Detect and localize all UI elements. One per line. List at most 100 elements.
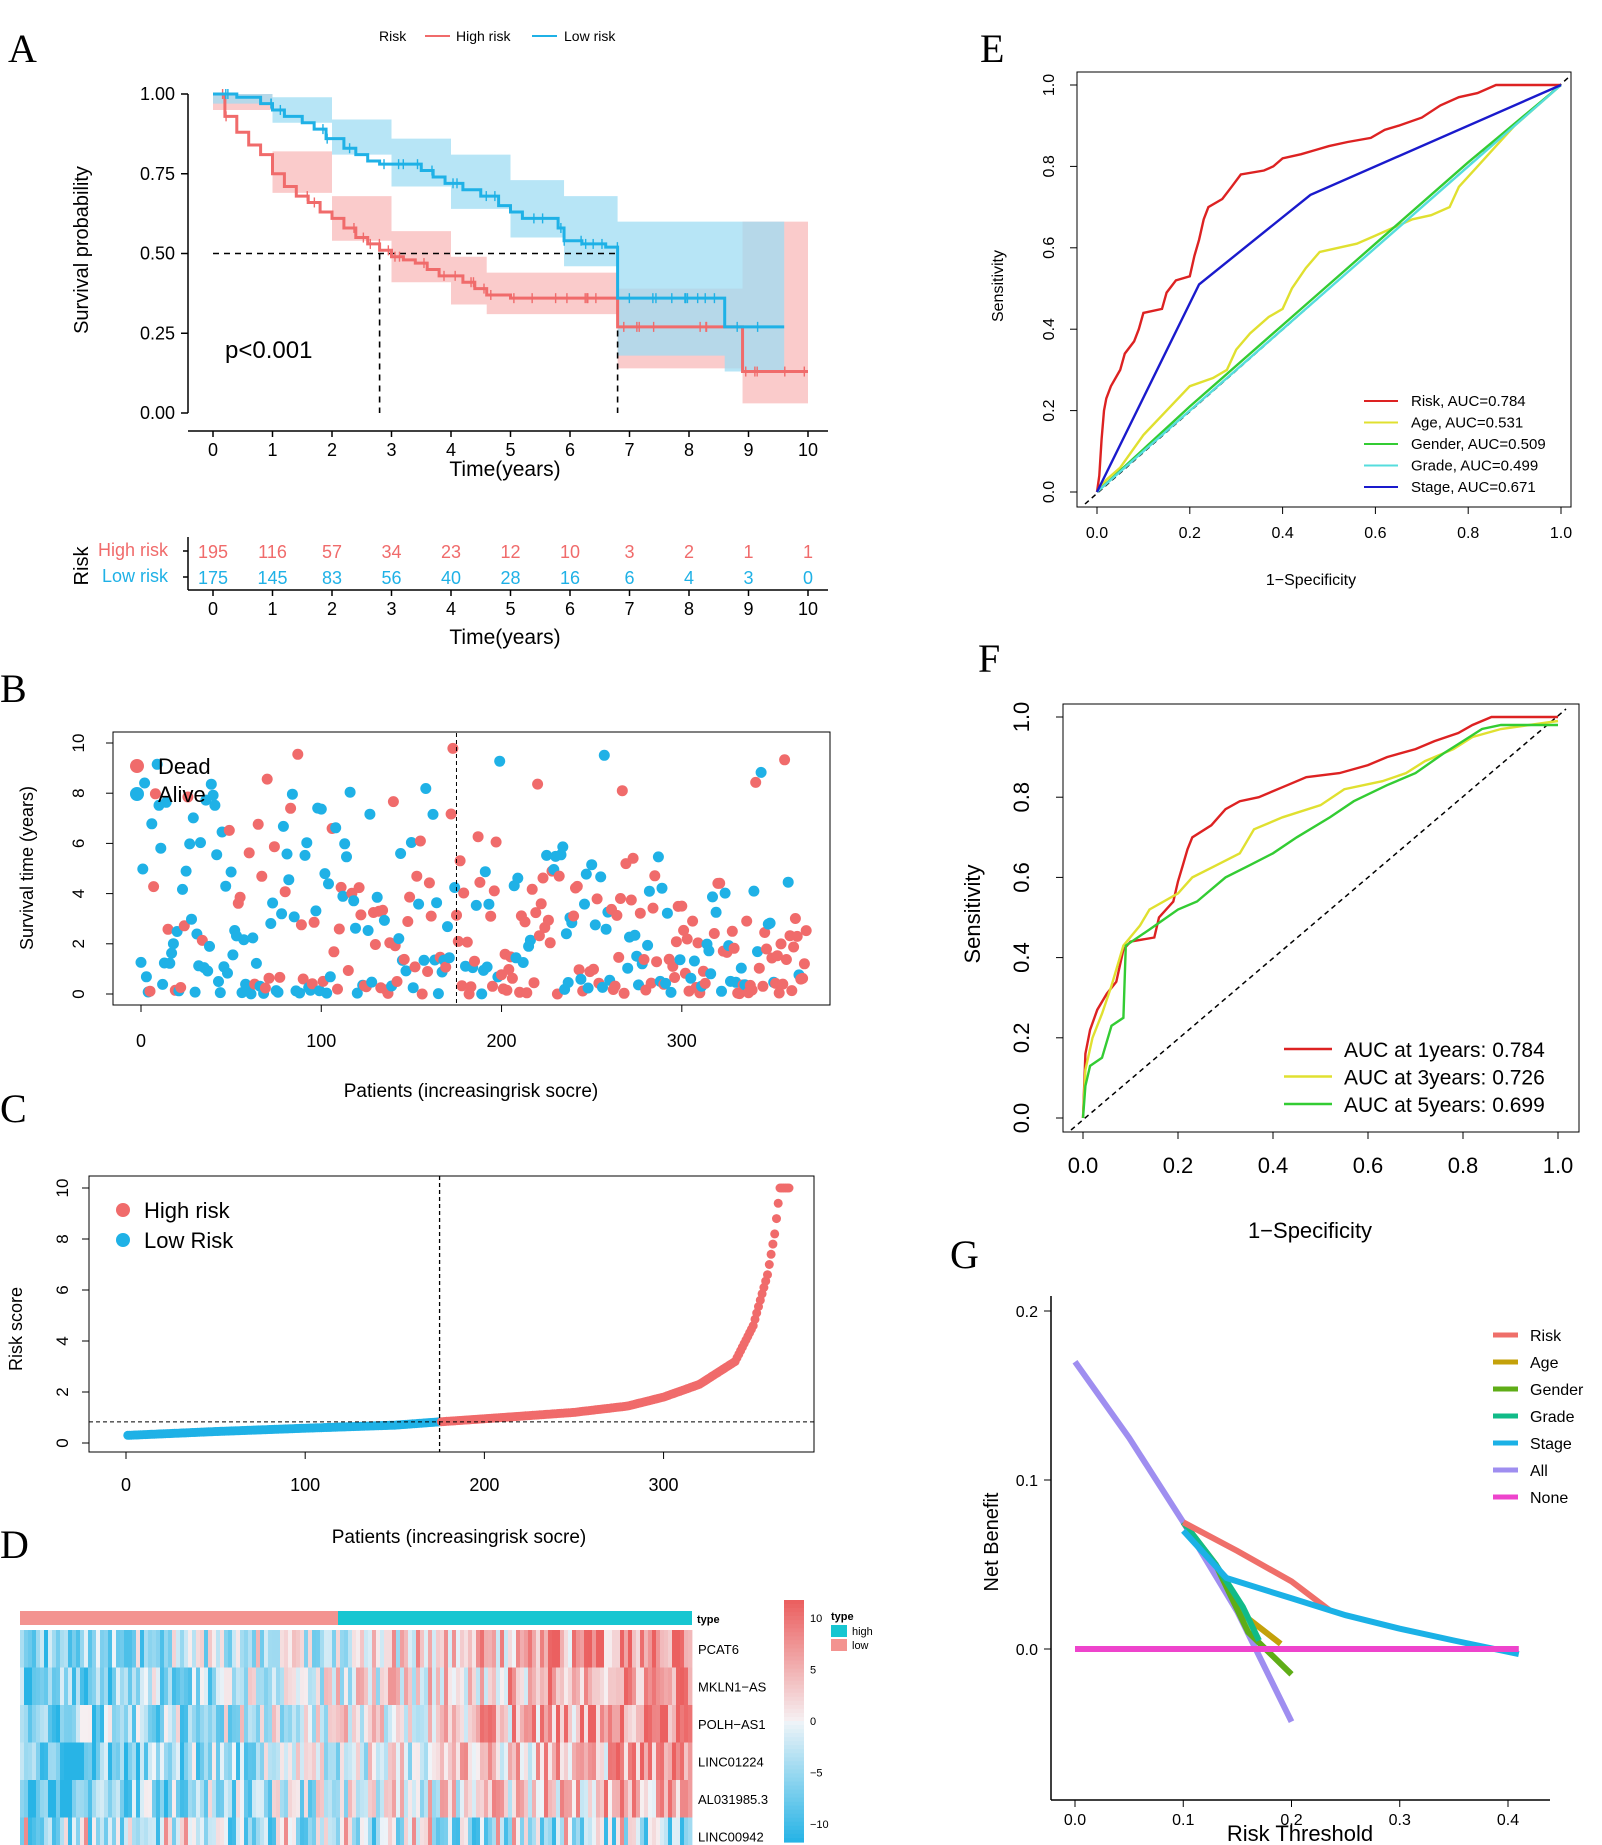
heatmap-cell — [112, 1705, 117, 1743]
heatmap-annotation-high — [20, 1611, 338, 1625]
heatmap-cell — [460, 1630, 465, 1668]
heatmap-cell — [72, 1742, 77, 1780]
heatmap-cell — [628, 1630, 633, 1668]
decision-y-axis-label: Net Benefit — [981, 1492, 1003, 1591]
risk-table-cell: 145 — [257, 568, 287, 588]
heatmap-cell — [88, 1630, 93, 1668]
heatmap-cell — [272, 1780, 277, 1818]
heatmap-cell — [264, 1705, 269, 1743]
heatmap-cell — [208, 1780, 213, 1818]
heatmap-cell — [532, 1630, 537, 1668]
heatmap-cell — [116, 1630, 121, 1668]
heatmap-cell — [176, 1667, 181, 1705]
heatmap-cell — [428, 1667, 433, 1705]
heatmap-cell — [432, 1705, 437, 1743]
heatmap-cell — [92, 1667, 97, 1705]
heatmap-cell — [416, 1817, 421, 1845]
heatmap-cell — [168, 1780, 173, 1818]
heatmap-cell — [684, 1780, 689, 1818]
heatmap-cell — [160, 1667, 165, 1705]
point-dead — [182, 791, 194, 803]
heatmap-cell — [196, 1780, 201, 1818]
point-dead — [591, 893, 603, 905]
km-y-tick-label: 0.75 — [140, 164, 175, 184]
point-alive — [267, 897, 279, 909]
heatmap-cell — [500, 1780, 505, 1818]
heatmap-cell — [56, 1742, 61, 1780]
heatmap-cell — [580, 1817, 585, 1845]
point-alive — [582, 982, 594, 994]
heatmap-cell — [488, 1705, 493, 1743]
point-dead — [798, 958, 810, 970]
point-dead — [295, 919, 307, 931]
risk-score-x-tick-label: 100 — [290, 1475, 320, 1495]
roc-curve-0 — [1081, 715, 1558, 1119]
point-dead — [542, 914, 554, 926]
heatmap-cell — [260, 1667, 265, 1705]
heatmap-cell — [212, 1630, 217, 1668]
point-dead — [149, 788, 161, 800]
heatmap-cell — [56, 1630, 61, 1668]
point-dead — [669, 972, 681, 983]
heatmap-cell — [668, 1705, 673, 1743]
point-dead — [746, 984, 758, 996]
heatmap-cell — [140, 1780, 145, 1818]
point-alive — [442, 921, 453, 933]
heatmap-cell — [584, 1705, 589, 1743]
point-alive — [281, 848, 293, 860]
heatmap-cell — [372, 1742, 377, 1780]
color-scale-step — [784, 1632, 804, 1637]
heatmap-cell — [356, 1705, 361, 1743]
heatmap-cell — [208, 1705, 213, 1743]
heatmap-cell — [84, 1817, 89, 1845]
heatmap-cell — [360, 1705, 365, 1743]
heatmap-cell — [596, 1742, 601, 1780]
heatmap-cell — [304, 1780, 309, 1818]
color-scale-step — [784, 1676, 804, 1682]
survival-y-tick-label: 6 — [69, 839, 88, 848]
heatmap-cell — [644, 1742, 649, 1780]
point-dead — [387, 796, 399, 808]
heatmap-cell — [180, 1817, 185, 1845]
decision-curve-plot: 0.00.10.20.0 0.1 0.2 0.3 0.4 — [1016, 1296, 1550, 1829]
heatmap-cell — [332, 1667, 337, 1705]
heatmap-cell — [100, 1630, 105, 1668]
heatmap-cell — [272, 1817, 277, 1845]
heatmap-cell — [628, 1705, 633, 1743]
heatmap-cell — [276, 1705, 281, 1743]
heatmap-cell — [288, 1705, 293, 1743]
point-alive — [323, 878, 334, 890]
heatmap-gene-label: LINC01224 — [698, 1754, 764, 1769]
heatmap-cell — [536, 1630, 541, 1668]
point-dead — [503, 964, 515, 975]
heatmap-cell — [252, 1705, 257, 1743]
heatmap-cell — [528, 1667, 533, 1705]
point-high-risk — [772, 1214, 781, 1224]
heatmap-cell — [572, 1667, 577, 1705]
point-dead — [699, 977, 711, 989]
heatmap-cell — [404, 1742, 409, 1780]
heatmap-cell — [40, 1780, 45, 1818]
heatmap-cell — [296, 1742, 301, 1780]
heatmap-cell — [620, 1705, 625, 1743]
heatmap-cell — [672, 1742, 677, 1780]
roc-x-tick-label: 0.2 — [1179, 525, 1201, 542]
point-alive — [310, 905, 322, 917]
heatmap-cell — [536, 1817, 541, 1845]
heatmap-cell — [44, 1705, 49, 1743]
heatmap-cell — [128, 1742, 133, 1780]
heatmap-cell — [452, 1630, 457, 1668]
heatmap-cell — [300, 1705, 305, 1743]
heatmap-cell — [616, 1630, 621, 1668]
heatmap-cell — [76, 1742, 81, 1780]
heatmap-cell — [492, 1742, 497, 1780]
risk-table-cell: 116 — [258, 542, 287, 562]
heatmap-cell — [84, 1742, 89, 1780]
heatmap-cell — [392, 1817, 397, 1845]
heatmap-cell — [220, 1667, 225, 1705]
heatmap-cell — [288, 1817, 293, 1845]
heatmap-cell — [204, 1667, 209, 1705]
point-alive — [213, 976, 224, 987]
heatmap-cell — [392, 1705, 397, 1743]
